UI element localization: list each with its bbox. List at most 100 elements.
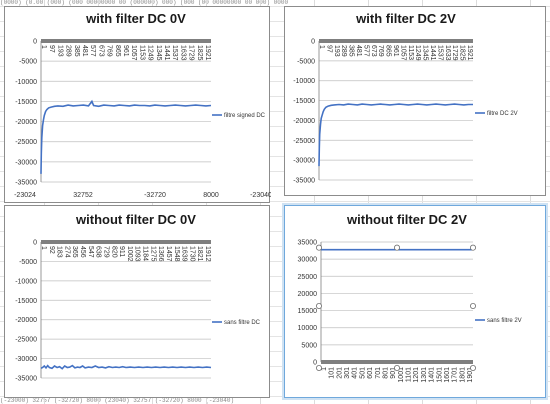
chart-with-filter-dc-2v[interactable]: with filter DC 2V 0 -5000 -10000 -15000 -2000… [284,6,546,196]
y-tick-label: -30000 [15,356,37,363]
x-tick-label: 1537 [436,45,443,61]
sheet-gridline [0,141,550,142]
spreadsheet-top-row: (0000) (0.00 (000) (000 00000000 00 (000… [0,0,289,6]
footer-label: 32752 [73,192,93,199]
x-tick-label: 101 [329,367,336,379]
x-tick-label: 1249 [147,45,154,61]
x-tick-label: 1002 [126,246,133,262]
y-tick-label: -15000 [293,98,315,105]
y-tick-label: -5000 [19,259,37,266]
chart-title: without filter DC 2V [346,212,467,227]
y-tick-label: -20000 [15,119,37,126]
sheet-gridline [0,126,550,127]
sheet-gridline [422,0,423,404]
x-tick-label: 601 [367,367,374,379]
y-tick-label: -20000 [15,317,37,324]
x-tick-label: 1441 [429,45,436,61]
sheet-gridline [0,81,550,82]
series-line [40,99,212,174]
x-tick-label: 1912 [204,246,211,262]
chart-svg: with filter DC 0V 0 -5000 -10000 -15000 -2000… [14,11,271,199]
y-tick-label: -30000 [293,158,315,165]
y-tick-label: 30000 [298,257,318,264]
series-line [40,364,212,370]
y-tick-label: 0 [311,39,315,46]
x-tick-label: 1345 [155,45,162,61]
sheet-gridline [0,66,550,67]
x-axis-band [41,39,211,43]
x-tick-label: 865 [385,45,392,57]
sheet-gridline [0,381,550,382]
x-tick-label: 385 [73,45,80,57]
selection-handle [469,303,476,310]
x-tick-label: 193 [56,45,63,57]
sheet-gridline [0,321,550,322]
x-tick-label: 1345 [422,45,429,61]
footer-label: -23040 [250,192,271,199]
x-tick-label: 1537 [171,45,178,61]
x-tick-label: 577 [362,45,369,57]
y-tick-label: -30000 [15,159,37,166]
sheet-gridline [0,231,550,232]
x-tick-label: 97 [48,45,55,53]
sheet-gridline [0,291,550,292]
selection-handle [315,303,322,310]
x-tick-label: 1001 [398,367,405,383]
x-tick-label: 289 [340,45,347,57]
selection-handle [394,244,401,251]
sheet-gridline [530,0,531,404]
x-tick-label: 1921 [466,45,473,61]
series-line [318,103,473,167]
x-tick-label: 1057 [130,45,137,61]
chart-with-filter-dc-0v[interactable]: with filter DC 0V 0 -5000 -10000 -15000 -2000… [4,6,271,203]
x-tick-label: 481 [81,45,88,57]
x-tick-label: 1825 [459,45,466,61]
chart-without-filter-dc-0v[interactable]: without filter DC 0V 0 -5000 -10000 -15000 -2… [4,205,270,398]
y-tick-label: 5000 [301,342,317,349]
selection-handle [469,244,476,251]
x-tick-label: 911 [118,246,125,257]
sheet-gridline [0,21,550,22]
x-tick-label: 385 [348,45,355,57]
x-tick-label: 289 [65,45,72,57]
x-tick-label: 729 [102,246,109,258]
y-tick-label: -25000 [15,337,37,344]
y-tick-label: -25000 [15,139,37,146]
x-tick-label: 193 [333,45,340,57]
x-tick-label: 1729 [188,45,195,61]
sheet-gridline [0,246,550,247]
x-tick-label: 1825 [196,45,203,61]
y-tick-label: -20000 [293,118,315,125]
x-tick-label: 201 [336,367,343,379]
x-tick-label: 481 [355,45,362,57]
x-tick-label: 97 [325,45,332,53]
legend-label: sans filtre 2V [487,318,522,324]
x-tick-label: 961 [392,45,399,57]
footer-label: -23024 [14,192,36,199]
x-tick-label: 456 [79,246,86,258]
y-tick-label: 25000 [298,274,318,281]
y-tick-label: -15000 [15,99,37,106]
selection-handle [394,364,401,371]
x-tick-label: 673 [370,45,377,57]
footer-label: -32720 [144,192,166,199]
x-tick-label: 1701 [452,367,459,383]
x-tick-label: 865 [114,45,121,57]
chart-without-filter-dc-2v[interactable]: without filter DC 2V 35000 30000 25000 20000… [284,205,546,398]
x-tick-label: 961 [122,45,129,57]
sheet-gridline [314,0,315,404]
y-tick-label: -25000 [293,138,315,145]
y-tick-label: -5000 [297,58,315,65]
y-tick-label: -35000 [15,180,37,187]
sheet-gridline [0,171,550,172]
footer-label: 8000 [203,192,219,199]
y-tick-label: 15000 [298,308,318,315]
chart-svg: with filter DC 2V 0 -5000 -10000 -15000 -2000… [293,11,517,185]
chart-svg: without filter DC 0V 0 -5000 -10000 -15000 -2… [15,212,260,383]
sheet-gridline [0,51,550,52]
y-tick-label: -35000 [15,376,37,383]
x-tick-label: 1729 [451,45,458,61]
sheet-gridline [0,36,550,37]
x-tick-label: 365 [71,246,78,258]
x-tick-label: 1401 [429,367,436,383]
